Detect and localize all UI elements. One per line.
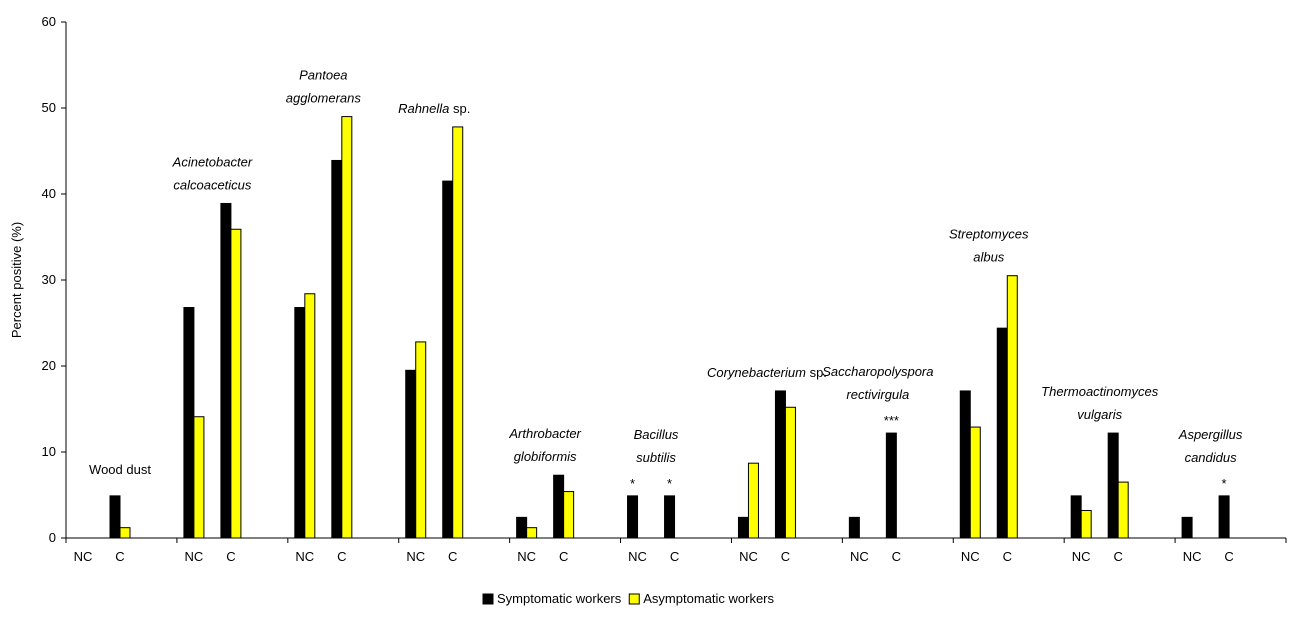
group-label: subtilis [636,450,676,465]
bar-asymptomatic [119,527,131,539]
bar-symptomatic [959,390,971,539]
bar-asymptomatic [969,426,981,539]
x-category-label: C [892,549,901,564]
bar-symptomatic [627,495,639,539]
x-category-label: NC [1072,549,1091,564]
bar-symptomatic [664,495,676,539]
bar-asymptomatic [230,228,242,539]
x-category-label: NC [406,549,425,564]
bar-asymptomatic [193,416,205,539]
x-category-label: NC [961,549,980,564]
group-label: Arthrobacter [508,426,581,441]
y-tick-label: 20 [42,358,56,373]
bar-symptomatic [774,390,786,539]
bar-asymptomatic [747,462,759,539]
group-label: Wood dust [89,462,151,477]
legend: Symptomatic workers Asymptomatic workers [482,591,774,606]
significance-marker: *** [884,413,899,428]
group-label: Acinetobacter [172,154,253,169]
bar-asymptomatic [526,527,538,539]
y-tick-label: 0 [49,530,56,545]
bar-symptomatic [1107,432,1119,539]
significance-marker: * [1222,476,1227,491]
bar-asymptomatic [1117,481,1129,539]
bar-symptomatic [848,516,860,539]
group-label: calcoaceticus [173,177,252,192]
group-label: rectivirgula [846,387,909,402]
x-category-label: NC [850,549,869,564]
group-label: candidus [1185,450,1238,465]
y-tick-label: 50 [42,100,56,115]
group-label: agglomerans [286,91,362,106]
bar-asymptomatic [341,116,353,539]
bar-symptomatic [109,495,121,539]
group-label: globiformis [514,449,577,464]
group-label: Aspergillus [1178,427,1243,442]
bar-symptomatic [405,369,417,539]
bar-symptomatic [1070,495,1082,539]
y-tick-label: 60 [42,14,56,29]
bar-symptomatic [516,516,528,539]
bar-symptomatic [885,432,897,539]
x-category-label: NC [74,549,93,564]
bar-asymptomatic [784,406,796,539]
group-label: Bacillus [634,427,679,442]
y-tick-label: 10 [42,444,56,459]
group-label: Thermoactinomyces [1041,384,1159,399]
bar-asymptomatic [415,341,427,539]
group-labels: Wood dust Acinetobacter calcoaceticus Panto… [89,68,1243,491]
x-category-label: NC [517,549,536,564]
legend-swatch-asymptomatic [628,593,640,605]
x-category-label: C [226,549,235,564]
bar-symptomatic [1218,495,1230,539]
y-tick-label: 40 [42,186,56,201]
bar-asymptomatic [304,293,316,539]
axes: 0 10 20 30 40 50 60 Percent positive (%) NC C NC C N… [9,14,1287,564]
bar-symptomatic [737,516,749,539]
bar-symptomatic [553,474,565,539]
bars [109,116,1230,539]
bar-symptomatic [220,202,232,539]
x-category-label: C [337,549,346,564]
significance-marker: * [667,476,672,491]
bar-symptomatic [442,180,454,539]
x-category-label: C [670,549,679,564]
significance-marker: * [630,476,635,491]
x-category-label: C [1003,549,1012,564]
group-label: Corynebacterium sp. [707,365,827,380]
x-category-label: C [1224,549,1233,564]
group-label: Streptomyces [949,227,1029,242]
bar-asymptomatic [563,491,575,539]
x-category-label: NC [739,549,758,564]
x-category-label: C [559,549,568,564]
legend-label-asymptomatic: Asymptomatic workers [643,591,774,606]
group-label: Rahnella sp. [398,101,470,116]
legend-label-symptomatic: Symptomatic workers [497,591,622,606]
group-label: Saccharopolyspora [822,364,933,379]
bar-symptomatic [183,307,195,539]
x-category-label: C [781,549,790,564]
bar-symptomatic [331,159,343,539]
x-category-label: C [115,549,124,564]
y-tick-label: 30 [42,272,56,287]
group-label: vulgaris [1077,407,1122,422]
legend-swatch-symptomatic [482,593,494,605]
x-category-label: NC [295,549,314,564]
bar-symptomatic [996,327,1008,539]
x-category-label: C [448,549,457,564]
group-label: albus [973,250,1005,265]
y-axis-label: Percent positive (%) [9,222,24,338]
x-category-label: NC [185,549,204,564]
x-category-label: NC [628,549,647,564]
x-category-label: C [1113,549,1122,564]
bar-symptomatic [1181,516,1193,539]
group-label: Pantoea [299,68,347,83]
x-category-label: NC [1183,549,1202,564]
bar-asymptomatic [452,126,464,539]
bar-symptomatic [294,307,306,539]
bar-asymptomatic [1080,509,1092,539]
bar-asymptomatic [1006,275,1018,539]
